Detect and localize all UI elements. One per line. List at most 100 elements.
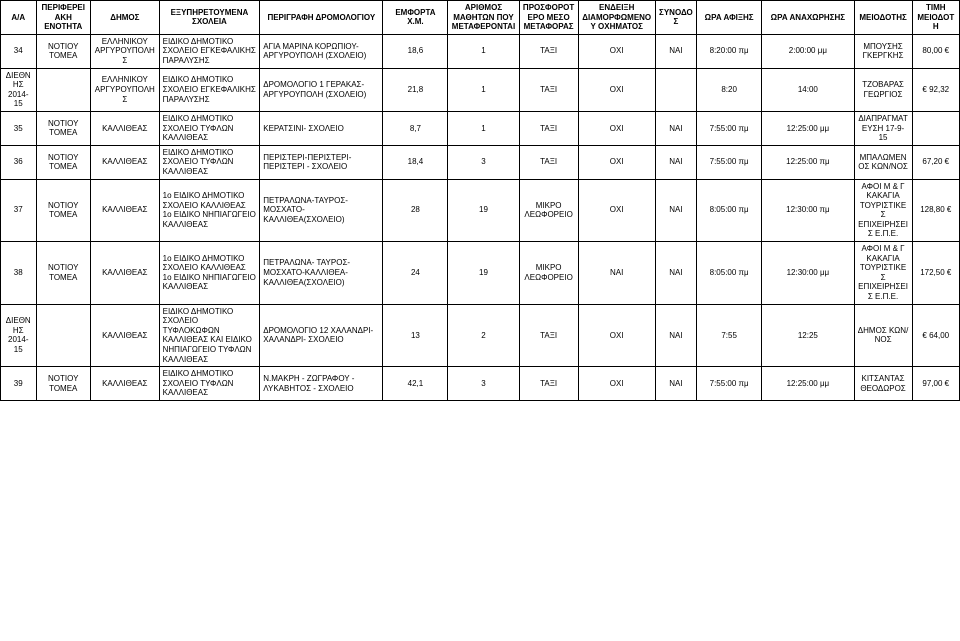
cell: 14:00: [762, 68, 854, 111]
col-price: ΤΙΜΗ ΜΕΙΟΔΟΤΗ: [912, 1, 959, 35]
col-arrival: ΩΡΑ ΑΦΙΞΗΣ: [697, 1, 762, 35]
cell: ΟΧΙ: [578, 179, 655, 242]
cell: ΤΑΞΙ: [519, 34, 578, 68]
cell: ΟΧΙ: [578, 111, 655, 145]
cell: 28: [383, 179, 448, 242]
cell: ΝΟΤΙΟΥ ΤΟΜΕΑ: [36, 242, 90, 305]
cell: 7:55:00 πμ: [697, 111, 762, 145]
table-header: Α/Α ΠΕΡΙΦΕΡΕΙΑΚΗ ΕΝΟΤΗΤΑ ΔΗΜΟΣ ΕΞΥΠΗΡΕΤΟ…: [1, 1, 960, 35]
cell: 7:55: [697, 304, 762, 367]
col-departure: ΩΡΑ ΑΝΑΧΩΡΗΣΗΣ: [762, 1, 854, 35]
cell: ΚΑΛΛΙΘΕΑΣ: [90, 111, 159, 145]
col-schools: ΕΞΥΠΗΡΕΤΟΥΜΕΝΑ ΣΧΟΛΕΙΑ: [159, 1, 260, 35]
cell: 36: [1, 145, 37, 179]
cell: ΝΑΙ: [655, 242, 696, 305]
cell: ΜΙΚΡΟ ΛΕΩΦΟΡΕΙΟ: [519, 242, 578, 305]
cell: 1ο ΕΙΔΙΚΟ ΔΗΜΟΤΙΚΟ ΣΧΟΛΕΙΟ ΚΑΛΛΙΘΕΑΣ 1ο …: [159, 179, 260, 242]
cell: € 92,32: [912, 68, 959, 111]
col-escort: ΣΥΝΟΔΟΣ: [655, 1, 696, 35]
cell: Ν.ΜΑΚΡΗ - ΖΩΓΡΑΦΟΥ - ΛΥΚΑΒΗΤΟΣ - ΣΧΟΛΕΙΟ: [260, 367, 383, 401]
cell: ΔΗΜΟΣ ΚΩΝ/ΝΟΣ: [854, 304, 912, 367]
cell: ΑΦΟΙ Μ & Γ ΚΑΚΑΓΙΑ ΤΟΥΡΙΣΤΙΚΕΣ ΕΠΙΧΕΙΡΗΣ…: [854, 242, 912, 305]
cell: ΚΑΛΛΙΘΕΑΣ: [90, 367, 159, 401]
table-row: 39ΝΟΤΙΟΥ ΤΟΜΕΑΚΑΛΛΙΘΕΑΣΕΙΔΙΚΟ ΔΗΜΟΤΙΚΟ Σ…: [1, 367, 960, 401]
cell: ΝΟΤΙΟΥ ΤΟΜΕΑ: [36, 111, 90, 145]
table-body: 34ΝΟΤΙΟΥ ΤΟΜΕΑΕΛΛΗΝΙΚΟΥ ΑΡΓΥΡΟΥΠΟΛΗΣΕΙΔΙ…: [1, 34, 960, 400]
cell: ΝΑΙ: [655, 367, 696, 401]
cell: ΚΑΛΛΙΘΕΑΣ: [90, 242, 159, 305]
cell: ΔΙΕΘΝΗΣ 2014-15: [1, 304, 37, 367]
table-row: 36ΝΟΤΙΟΥ ΤΟΜΕΑΚΑΛΛΙΘΕΑΣΕΙΔΙΚΟ ΔΗΜΟΤΙΚΟ Σ…: [1, 145, 960, 179]
cell: ΠΕΡΙΣΤΕΡΙ-ΠΕΡΙΣΤΕΡΙ- ΠΕΡΙΣΤΕΡΙ - ΣΧΟΛΕΙΟ: [260, 145, 383, 179]
cell: ΚΑΛΛΙΘΕΑΣ: [90, 304, 159, 367]
col-vehicle-type: ΠΡΟΣΦΟΡΟΤΕΡΟ ΜΕΣΟ ΜΕΤΑΦΟΡΑΣ: [519, 1, 578, 35]
cell: [36, 68, 90, 111]
cell: 67,20 €: [912, 145, 959, 179]
table-row: 37ΝΟΤΙΟΥ ΤΟΜΕΑΚΑΛΛΙΘΕΑΣ1ο ΕΙΔΙΚΟ ΔΗΜΟΤΙΚ…: [1, 179, 960, 242]
cell: ΔΙΑΠΡΑΓΜΑΤΕΥΣΗ 17-9-15: [854, 111, 912, 145]
cell: 80,00 €: [912, 34, 959, 68]
table-row: ΔΙΕΘΝΗΣ 2014-15ΕΛΛΗΝΙΚΟΥ ΑΡΓΥΡΟΥΠΟΛΗΣΕΙΔ…: [1, 68, 960, 111]
cell: ΟΧΙ: [578, 145, 655, 179]
cell: 128,80 €: [912, 179, 959, 242]
cell: ΝΑΙ: [655, 34, 696, 68]
cell: ΟΧΙ: [578, 304, 655, 367]
cell: 2: [448, 304, 519, 367]
cell: [655, 68, 696, 111]
cell: 8,7: [383, 111, 448, 145]
cell: ΕΛΛΗΝΙΚΟΥ ΑΡΓΥΡΟΥΠΟΛΗΣ: [90, 68, 159, 111]
cell: 38: [1, 242, 37, 305]
cell: 3: [448, 145, 519, 179]
cell: 1: [448, 68, 519, 111]
cell: 172,50 €: [912, 242, 959, 305]
cell: ΝΟΤΙΟΥ ΤΟΜΕΑ: [36, 367, 90, 401]
col-region: ΠΕΡΙΦΕΡΕΙΑΚΗ ΕΝΟΤΗΤΑ: [36, 1, 90, 35]
col-bidder: ΜΕΙΟΔΟΤΗΣ: [854, 1, 912, 35]
cell: 12:25:00 πμ: [762, 145, 854, 179]
cell: ΤΑΞΙ: [519, 367, 578, 401]
cell: ΝΟΤΙΟΥ ΤΟΜΕΑ: [36, 145, 90, 179]
cell: ΜΠΑΛΩΜΕΝΟΣ ΚΩΝ/ΝΟΣ: [854, 145, 912, 179]
cell: ΕΙΔΙΚΟ ΔΗΜΟΤΙΚΟ ΣΧΟΛΕΙΟ ΤΥΦΛΩΝ ΚΑΛΛΙΘΕΑΣ: [159, 111, 260, 145]
cell: 37: [1, 179, 37, 242]
table-row: 35ΝΟΤΙΟΥ ΤΟΜΕΑΚΑΛΛΙΘΕΑΣΕΙΔΙΚΟ ΔΗΜΟΤΙΚΟ Σ…: [1, 111, 960, 145]
cell: 12:25:00 μμ: [762, 111, 854, 145]
cell: [912, 111, 959, 145]
cell: ΜΙΚΡΟ ΛΕΩΦΟΡΕΙΟ: [519, 179, 578, 242]
cell: ΕΙΔΙΚΟ ΔΗΜΟΤΙΚΟ ΣΧΟΛΕΙΟ ΤΥΦΛΩΝ ΚΑΛΛΙΘΕΑΣ: [159, 367, 260, 401]
header-row: Α/Α ΠΕΡΙΦΕΡΕΙΑΚΗ ΕΝΟΤΗΤΑ ΔΗΜΟΣ ΕΞΥΠΗΡΕΤΟ…: [1, 1, 960, 35]
cell: ΝΑΙ: [655, 111, 696, 145]
cell: 35: [1, 111, 37, 145]
cell: 19: [448, 242, 519, 305]
cell: 3: [448, 367, 519, 401]
cell: ΕΙΔΙΚΟ ΔΗΜΟΤΙΚΟ ΣΧΟΛΕΙΟ ΕΓΚΕΦΑΛΙΚΗΣ ΠΑΡΑ…: [159, 34, 260, 68]
cell: ΝΑΙ: [578, 242, 655, 305]
cell: 1: [448, 34, 519, 68]
cell: ΔΡΟΜΟΛΟΓΙΟ 1 ΓΕΡΑΚΑΣ- ΑΡΓΥΡΟΥΠΟΛΗ (ΣΧΟΛΕ…: [260, 68, 383, 111]
cell: ΔΙΕΘΝΗΣ 2014-15: [1, 68, 37, 111]
cell: 7:55:00 πμ: [697, 367, 762, 401]
cell: ΚΑΛΛΙΘΕΑΣ: [90, 145, 159, 179]
cell: 7:55:00 πμ: [697, 145, 762, 179]
col-student-count: ΑΡΙΘΜΟΣ ΜΑΘΗΤΩΝ ΠΟΥ ΜΕΤΑΦΕΡΟΝΤΑΙ: [448, 1, 519, 35]
cell: € 64,00: [912, 304, 959, 367]
cell: 8:20:00 πμ: [697, 34, 762, 68]
cell: ΚΕΡΑΤΣΙΝΙ- ΣΧΟΛΕΙΟ: [260, 111, 383, 145]
cell: ΟΧΙ: [578, 34, 655, 68]
col-municipality: ΔΗΜΟΣ: [90, 1, 159, 35]
cell: 8:05:00 πμ: [697, 242, 762, 305]
cell: 8:05:00 πμ: [697, 179, 762, 242]
cell: ΠΕΤΡΑΛΩΝΑ- ΤΑΥΡΟΣ- ΜΟΣΧΑΤΟ-ΚΑΛΛΙΘΕΑ- ΚΑΛ…: [260, 242, 383, 305]
cell: 97,00 €: [912, 367, 959, 401]
cell: [36, 304, 90, 367]
table-row: 38ΝΟΤΙΟΥ ΤΟΜΕΑΚΑΛΛΙΘΕΑΣ1ο ΕΙΔΙΚΟ ΔΗΜΟΤΙΚ…: [1, 242, 960, 305]
cell: 12:25:00 μμ: [762, 367, 854, 401]
cell: ΝΟΤΙΟΥ ΤΟΜΕΑ: [36, 34, 90, 68]
col-adapted-vehicle: ΕΝΔΕΙΞΗ ΔΙΑΜΟΡΦΩΜΕΝΟΥ ΟΧΗΜΑΤΟΣ: [578, 1, 655, 35]
cell: ΕΙΔΙΚΟ ΔΗΜΟΤΙΚΟ ΣΧΟΛΕΙΟ ΤΥΦΛΩΝ ΚΑΛΛΙΘΕΑΣ: [159, 145, 260, 179]
cell: ΑΓΙΑ ΜΑΡΙΝΑ ΚΟΡΩΠΙΟΥ- ΑΡΓΥΡΟΥΠΟΛΗ (ΣΧΟΛΕ…: [260, 34, 383, 68]
cell: 1: [448, 111, 519, 145]
cell: 34: [1, 34, 37, 68]
cell: ΠΕΤΡΑΛΩΝΑ-ΤΑΥΡΟΣ- ΜΟΣΧΑΤΟ- ΚΑΛΛΙΘΕΑ(ΣΧΟΛ…: [260, 179, 383, 242]
cell: 8:20: [697, 68, 762, 111]
